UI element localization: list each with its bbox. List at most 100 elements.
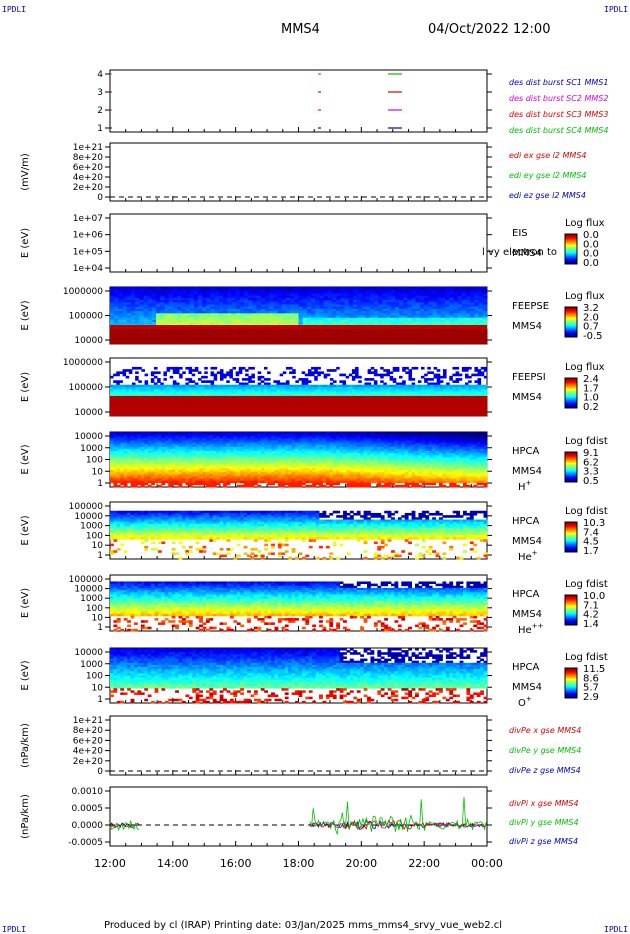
heatmap-cell	[373, 315, 379, 319]
heatmap-cell	[358, 409, 362, 412]
heatmap-cell	[436, 393, 441, 397]
heatmap-cell	[160, 291, 165, 294]
heatmap-cell	[421, 402, 425, 406]
heatmap-cell	[244, 302, 249, 305]
heatmap-cell	[394, 335, 400, 338]
heatmap-cell	[267, 382, 271, 386]
heatmap-cell	[113, 434, 118, 437]
heatmap-cell	[131, 393, 136, 397]
heatmap-cell	[344, 328, 350, 332]
heatmap-cell	[130, 319, 136, 323]
heatmap-cell	[408, 404, 412, 408]
heatmap-cell	[188, 398, 193, 401]
heatmap-cell	[292, 402, 296, 406]
y-axis-label: (mV/m)	[20, 153, 31, 191]
heatmap-cell	[477, 371, 482, 375]
heatmap-cell	[181, 287, 186, 290]
heatmap-cell	[382, 302, 387, 305]
heatmap-cell	[351, 398, 356, 401]
heatmap-cell	[168, 317, 174, 321]
heatmap-cell	[156, 300, 161, 303]
heatmap-cell	[260, 287, 266, 290]
heatmap-cell	[304, 389, 309, 392]
heatmap-cell	[336, 389, 340, 392]
heatmap-cell	[468, 409, 472, 412]
heatmap-cell	[424, 413, 428, 417]
heatmap-cell	[315, 291, 320, 294]
heatmap-cell	[382, 306, 387, 310]
heatmap-cell	[357, 313, 362, 316]
heatmap-cell	[140, 451, 145, 454]
heatmap-cell	[344, 287, 350, 290]
heatmap-cell	[289, 409, 293, 412]
heatmap-cell	[474, 402, 478, 406]
heatmap-cell	[340, 339, 345, 343]
heatmap-cell	[114, 302, 119, 305]
heatmap-cell	[151, 341, 157, 345]
legend-entry: des dist burst SC2 MMS2	[509, 94, 608, 103]
heatmap-cell	[311, 289, 316, 292]
heatmap-cell	[483, 400, 488, 404]
heatmap-cell	[227, 333, 232, 336]
heatmap-cell	[251, 393, 255, 397]
heatmap-cell	[185, 337, 190, 341]
heatmap-cell	[415, 287, 421, 290]
heatmap-cell	[188, 404, 193, 408]
heatmap-cell	[323, 395, 328, 399]
heatmap-cell	[285, 398, 290, 401]
heatmap-cell	[147, 407, 152, 410]
heatmap-cell	[123, 455, 128, 458]
heatmap-cell	[260, 322, 266, 325]
heatmap-cell	[127, 465, 131, 469]
heatmap-cell	[248, 384, 252, 388]
heatmap-cell	[239, 328, 245, 332]
heatmap-cell	[457, 293, 463, 297]
heatmap-cell	[114, 333, 119, 336]
heatmap-cell	[336, 287, 341, 290]
heatmap-cell	[327, 295, 333, 299]
heatmap-cell	[269, 328, 274, 332]
heatmap-cell	[204, 393, 208, 397]
heatmap-cell	[150, 371, 155, 375]
heatmap-cell	[118, 295, 123, 299]
heatmap-cell	[445, 341, 450, 345]
heatmap-cell	[394, 341, 400, 345]
heatmap-cell	[207, 380, 211, 383]
heatmap-cell	[164, 319, 170, 323]
colorbar-step	[565, 262, 577, 264]
heatmap-cell	[470, 328, 475, 332]
heatmap-cell	[357, 311, 362, 314]
heatmap-cell	[251, 413, 255, 417]
heatmap-cell	[238, 366, 243, 370]
heatmap-cell	[399, 335, 404, 338]
heatmap-cell	[193, 317, 199, 321]
heatmap-cell	[348, 304, 354, 308]
heatmap-cell	[342, 387, 347, 390]
heatmap-cell	[373, 289, 379, 292]
heatmap-cell	[301, 404, 306, 408]
heatmap-cell	[433, 393, 438, 397]
heatmap-cell	[365, 289, 371, 292]
heatmap-cell	[282, 413, 287, 417]
heatmap-cell	[446, 395, 450, 399]
heatmap-cell	[323, 407, 328, 410]
heatmap-cell	[430, 400, 434, 404]
heatmap-cell	[380, 366, 384, 370]
heatmap-cell	[140, 474, 145, 477]
heatmap-cell	[333, 402, 337, 406]
heatmap-cell	[166, 369, 171, 372]
heatmap-cell	[135, 407, 139, 410]
heatmap-cell	[139, 295, 144, 299]
heatmap-cell	[139, 302, 144, 305]
heatmap-cell	[143, 328, 149, 332]
heatmap-cell	[446, 384, 450, 388]
heatmap-cell	[135, 330, 140, 334]
heatmap-cell	[130, 328, 136, 332]
heatmap-cell	[417, 384, 422, 388]
heatmap-cell	[403, 302, 408, 305]
heatmap-cell	[433, 409, 438, 412]
colorbar-step	[565, 312, 577, 314]
heatmap-cell	[373, 398, 378, 401]
heatmap-cell	[361, 308, 366, 312]
heatmap-cell	[407, 339, 412, 343]
